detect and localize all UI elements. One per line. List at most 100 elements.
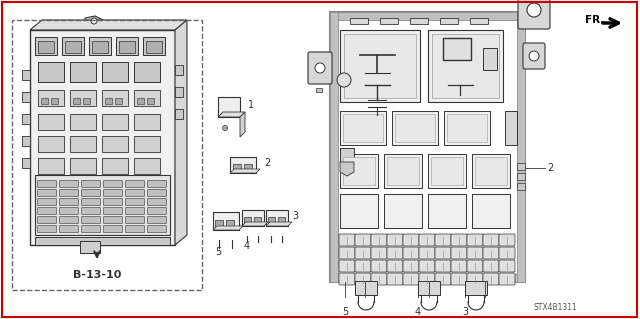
Bar [70,90,96,106]
Bar [465,281,487,295]
Bar [38,90,64,106]
FancyBboxPatch shape [371,247,387,259]
FancyBboxPatch shape [339,260,355,272]
Bar [268,217,275,224]
Bar [134,158,160,174]
FancyBboxPatch shape [403,260,419,272]
Text: 5: 5 [342,307,348,317]
FancyBboxPatch shape [81,181,100,188]
Bar [505,111,517,145]
Bar [30,30,175,245]
FancyBboxPatch shape [125,207,145,214]
FancyBboxPatch shape [419,247,435,259]
Text: STX4B1311: STX4B1311 [533,302,577,311]
Polygon shape [30,20,187,30]
Bar [134,62,160,82]
FancyBboxPatch shape [38,181,56,188]
Bar [475,157,507,185]
Text: 5: 5 [215,247,221,257]
Bar [41,98,48,104]
Bar [340,194,378,228]
Bar [119,41,135,53]
Circle shape [527,3,541,17]
Bar [51,98,58,104]
Bar [431,157,463,185]
Polygon shape [266,222,292,226]
FancyBboxPatch shape [81,217,100,224]
FancyBboxPatch shape [387,273,403,285]
FancyBboxPatch shape [60,189,79,197]
FancyBboxPatch shape [499,260,515,272]
FancyBboxPatch shape [81,198,100,205]
Bar [338,20,517,274]
Bar [73,98,80,104]
Bar [330,12,338,282]
FancyBboxPatch shape [339,234,355,246]
Bar [175,87,183,97]
Bar [102,114,128,130]
FancyBboxPatch shape [483,260,499,272]
Bar [22,92,30,102]
Bar [340,30,420,102]
Bar [483,48,497,70]
Text: 4: 4 [415,307,421,317]
Text: B-13-10: B-13-10 [73,270,121,280]
Text: FR.: FR. [585,15,604,25]
FancyBboxPatch shape [104,226,122,233]
Bar [440,18,458,24]
Bar [384,194,422,228]
Bar [395,114,435,142]
Bar [38,114,64,130]
Bar [350,18,368,24]
FancyBboxPatch shape [371,234,387,246]
Circle shape [223,125,227,130]
FancyBboxPatch shape [435,234,451,246]
Bar [340,154,378,188]
Bar [134,114,160,130]
Bar [428,154,466,188]
Bar [22,70,30,80]
FancyBboxPatch shape [419,273,435,285]
FancyBboxPatch shape [125,226,145,233]
Bar [70,114,96,130]
Polygon shape [340,162,354,176]
FancyBboxPatch shape [371,260,387,272]
FancyBboxPatch shape [147,181,166,188]
Bar [343,114,383,142]
Bar [22,158,30,168]
Circle shape [529,51,539,61]
FancyBboxPatch shape [38,189,56,197]
FancyBboxPatch shape [387,260,403,272]
FancyBboxPatch shape [483,247,499,259]
Bar [226,220,234,228]
Bar [428,30,503,102]
FancyBboxPatch shape [355,260,371,272]
Bar [35,175,170,235]
FancyBboxPatch shape [125,189,145,197]
Bar [392,111,438,145]
Bar [330,12,525,20]
Bar [116,37,138,55]
FancyBboxPatch shape [147,217,166,224]
Bar [517,183,525,190]
FancyBboxPatch shape [147,198,166,205]
Bar [244,217,251,224]
FancyBboxPatch shape [403,234,419,246]
Text: 1: 1 [535,12,541,22]
Bar [340,148,354,162]
Bar [147,98,154,104]
Bar [343,157,375,185]
Bar [70,136,96,152]
FancyBboxPatch shape [339,247,355,259]
FancyBboxPatch shape [435,247,451,259]
Bar [89,37,111,55]
Bar [102,158,128,174]
Bar [472,154,510,188]
Bar [80,241,100,253]
FancyBboxPatch shape [435,260,451,272]
Bar [175,65,183,75]
Bar [330,274,525,282]
FancyBboxPatch shape [467,260,483,272]
Bar [38,136,64,152]
FancyBboxPatch shape [104,207,122,214]
